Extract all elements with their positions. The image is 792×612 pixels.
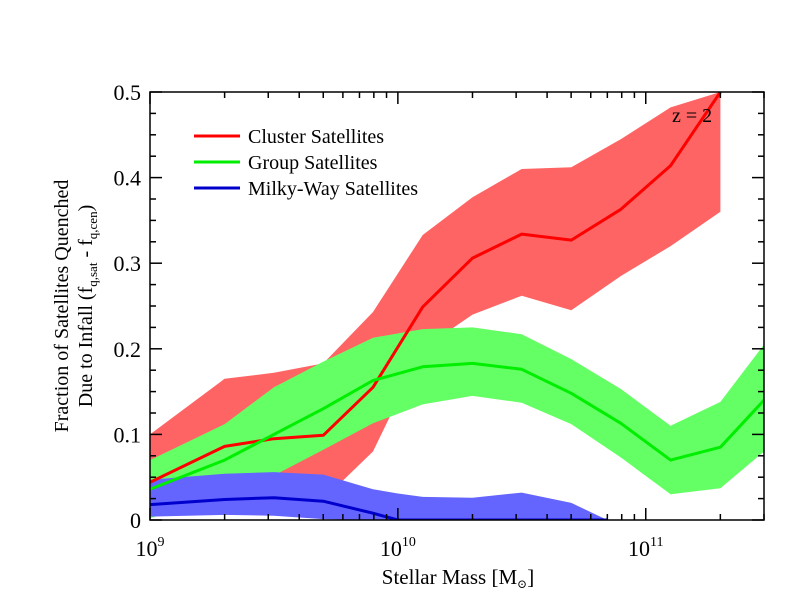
legend: Cluster Satellites Group Satellites Milky-… (194, 126, 418, 200)
y-tick-label: 0.4 (114, 166, 142, 191)
y-tick-label: 0.2 (114, 337, 142, 362)
milky-way-satellites-line (150, 496, 608, 520)
y-axis-label-line1: Fraction of Satellites Quenched (51, 180, 73, 433)
x-axis-label: Stellar Mass [M⊙] (382, 565, 534, 591)
group-satellites-band (150, 327, 764, 519)
y-axis-ticks: 0 0.1 0.2 0.3 0.4 0.5 (114, 80, 764, 533)
annotation-redshift: z = 2 (672, 105, 712, 127)
x-axis-ticks: 109 1010 1011 (136, 92, 765, 561)
legend-label-group-satellites: Group Satellites (248, 152, 378, 174)
y-tick-label: 0.5 (114, 80, 142, 105)
confidence-bands (150, 92, 764, 520)
x-tick-label: 1010 (380, 535, 416, 561)
milky-way-satellites-band (150, 472, 608, 520)
series-lines (150, 92, 764, 520)
plot-area (149, 91, 765, 521)
y-axis-label-line2: Due to Infall (fq,sat - fq,cen) (75, 205, 100, 408)
x-tick-label: 109 (136, 535, 165, 561)
y-tick-label: 0.3 (114, 251, 142, 276)
legend-label-milky-way-satellites: Milky-Way Satellites (248, 178, 418, 200)
y-tick-label: 0 (130, 508, 141, 533)
legend-label-cluster-satellites: Cluster Satellites (248, 126, 384, 148)
solar-symbol: ⊙ (517, 577, 527, 591)
y-axis-label: Fraction of Satellites Quenched Due to I… (51, 180, 100, 433)
y-tick-label: 0.1 (114, 422, 142, 447)
x-tick-label: 1011 (628, 535, 663, 561)
